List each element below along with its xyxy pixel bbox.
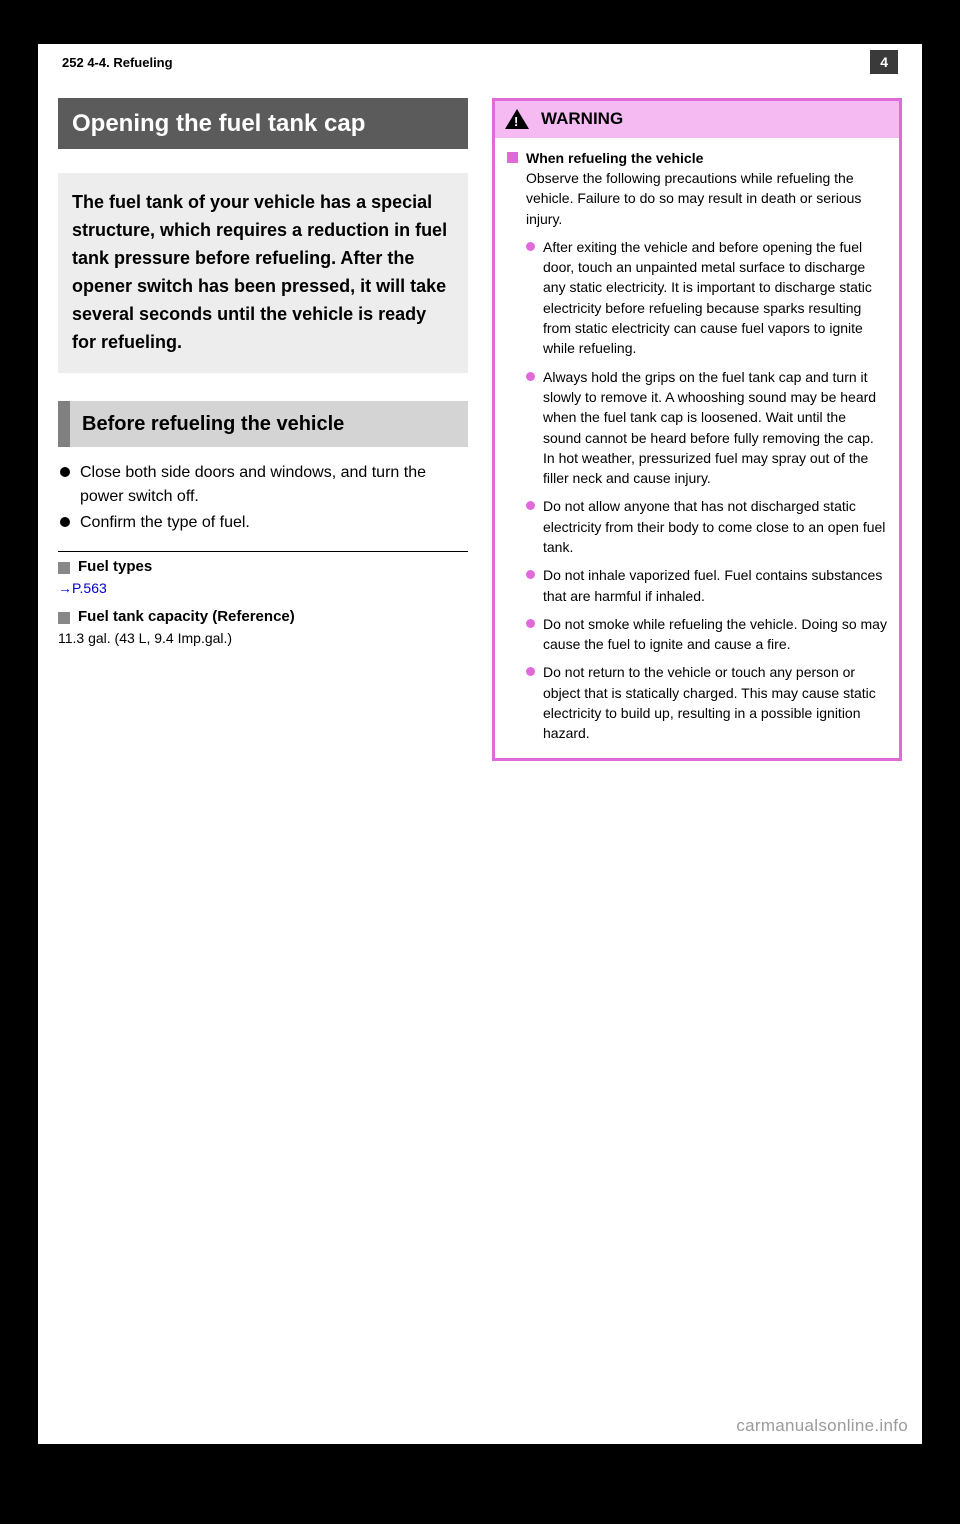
page-header: 252 4-4. Refueling 4 bbox=[38, 44, 922, 98]
warning-intro-heading: When refueling the vehicle bbox=[526, 148, 887, 168]
header-left: 252 4-4. Refueling bbox=[62, 55, 173, 70]
bullet-item: Close both side doors and windows, and t… bbox=[60, 461, 466, 509]
warning-item: Do not inhale vaporized fuel. Fuel conta… bbox=[507, 565, 887, 606]
bullet-text: Confirm the type of fuel. bbox=[80, 511, 250, 535]
left-column: Opening the fuel tank cap The fuel tank … bbox=[58, 98, 468, 761]
warning-intro-body: Observe the following precautions while … bbox=[526, 168, 887, 229]
page-title: Opening the fuel tank cap bbox=[58, 98, 468, 149]
chapter-index: 4 bbox=[870, 50, 898, 74]
content-columns: Opening the fuel tank cap The fuel tank … bbox=[38, 98, 922, 761]
dot-bullet-icon bbox=[526, 667, 535, 676]
warning-item: Always hold the grips on the fuel tank c… bbox=[507, 367, 887, 489]
warning-title: WARNING bbox=[541, 107, 623, 132]
warning-body: When refueling the vehicle Observe the f… bbox=[495, 138, 899, 758]
warning-item-text: Do not smoke while refueling the vehicle… bbox=[543, 614, 887, 655]
square-bullet-icon bbox=[507, 152, 518, 163]
right-column: WARNING When refueling the vehicle Obser… bbox=[492, 98, 902, 761]
dot-bullet-icon bbox=[526, 242, 535, 251]
small-heading-text: Fuel tank capacity (Reference) bbox=[78, 608, 295, 625]
warning-intro-text: When refueling the vehicle Observe the f… bbox=[526, 148, 887, 229]
bullet-item: Confirm the type of fuel. bbox=[60, 511, 466, 535]
warning-item: Do not return to the vehicle or touch an… bbox=[507, 662, 887, 743]
section-header: Before refueling the vehicle bbox=[58, 401, 468, 447]
dot-bullet-icon bbox=[526, 570, 535, 579]
warning-item-text: Do not inhale vaporized fuel. Fuel conta… bbox=[543, 565, 887, 606]
warning-header: WARNING bbox=[495, 101, 899, 138]
square-bullet-icon bbox=[58, 612, 70, 624]
warning-item: Do not smoke while refueling the vehicle… bbox=[507, 614, 887, 655]
warning-item-text: Always hold the grips on the fuel tank c… bbox=[543, 367, 887, 489]
bullet-dot-icon bbox=[60, 517, 70, 527]
page-ref-link[interactable]: →P.563 bbox=[58, 580, 107, 596]
square-bullet-icon bbox=[58, 562, 70, 574]
bullet-dot-icon bbox=[60, 467, 70, 477]
watermark: carmanualsonline.info bbox=[736, 1416, 908, 1436]
warning-item: Do not allow anyone that has not dischar… bbox=[507, 496, 887, 557]
small-body: 11.3 gal. (43 L, 9.4 Imp.gal.) bbox=[58, 629, 468, 649]
small-heading: Fuel tank capacity (Reference) bbox=[58, 608, 468, 625]
bullet-text: Close both side doors and windows, and t… bbox=[80, 461, 466, 509]
page-number: 252 bbox=[62, 55, 84, 70]
dot-bullet-icon bbox=[526, 619, 535, 628]
body-text: Close both side doors and windows, and t… bbox=[58, 461, 468, 535]
warning-triangle-icon bbox=[505, 109, 529, 129]
header-right: 4 bbox=[870, 50, 898, 74]
small-section: Fuel types →P.563 bbox=[58, 551, 468, 599]
small-section: Fuel tank capacity (Reference) 11.3 gal.… bbox=[58, 608, 468, 649]
dot-bullet-icon bbox=[526, 372, 535, 381]
info-block: The fuel tank of your vehicle has a spec… bbox=[58, 173, 468, 372]
warning-item-text: Do not return to the vehicle or touch an… bbox=[543, 662, 887, 743]
dot-bullet-icon bbox=[526, 501, 535, 510]
warning-item: After exiting the vehicle and before ope… bbox=[507, 237, 887, 359]
small-heading: Fuel types bbox=[58, 558, 468, 575]
warning-box: WARNING When refueling the vehicle Obser… bbox=[492, 98, 902, 761]
warning-item-text: After exiting the vehicle and before ope… bbox=[543, 237, 887, 359]
manual-page: 252 4-4. Refueling 4 Opening the fuel ta… bbox=[38, 40, 922, 1444]
small-heading-text: Fuel types bbox=[78, 558, 152, 575]
section-ref: 4-4. Refueling bbox=[87, 55, 172, 70]
rule bbox=[58, 551, 468, 552]
small-body: →P.563 bbox=[58, 579, 468, 599]
warning-item-text: Do not allow anyone that has not dischar… bbox=[543, 496, 887, 557]
warning-intro: When refueling the vehicle Observe the f… bbox=[507, 148, 887, 229]
